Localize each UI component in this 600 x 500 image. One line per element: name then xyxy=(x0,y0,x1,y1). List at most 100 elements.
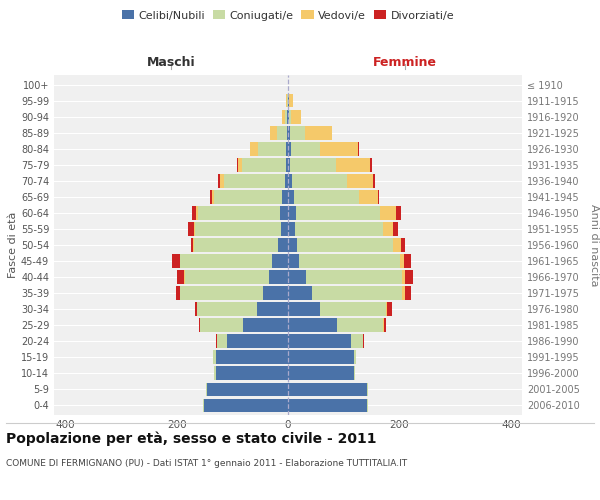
Bar xyxy=(289,94,293,108)
Bar xyxy=(281,222,288,236)
Bar xyxy=(405,270,413,284)
Bar xyxy=(288,350,354,364)
Bar xyxy=(196,206,198,220)
Bar xyxy=(288,318,337,332)
Bar xyxy=(217,334,227,348)
Bar xyxy=(195,222,281,236)
Bar xyxy=(206,382,207,396)
Bar xyxy=(396,206,401,220)
Bar xyxy=(288,270,307,284)
Bar xyxy=(380,206,396,220)
Bar xyxy=(288,222,295,236)
Bar xyxy=(296,206,380,220)
Bar xyxy=(284,174,288,188)
Bar xyxy=(270,126,277,140)
Bar xyxy=(286,142,288,156)
Bar xyxy=(354,366,355,380)
Bar xyxy=(351,334,363,348)
Bar xyxy=(215,366,288,380)
Bar xyxy=(358,142,359,156)
Bar xyxy=(272,254,288,268)
Y-axis label: Fasce di età: Fasce di età xyxy=(8,212,18,278)
Bar xyxy=(295,222,383,236)
Bar xyxy=(401,238,405,252)
Bar xyxy=(288,254,299,268)
Bar xyxy=(288,238,298,252)
Bar xyxy=(293,190,359,203)
Bar xyxy=(259,142,286,156)
Bar xyxy=(250,142,259,156)
Bar xyxy=(387,302,392,316)
Bar xyxy=(320,142,358,156)
Bar xyxy=(227,334,288,348)
Bar xyxy=(194,222,195,236)
Bar xyxy=(215,350,288,364)
Bar xyxy=(205,398,288,412)
Bar xyxy=(386,302,387,316)
Bar xyxy=(359,190,378,203)
Bar xyxy=(404,254,410,268)
Bar xyxy=(199,318,200,332)
Bar xyxy=(289,110,292,124)
Bar xyxy=(197,302,257,316)
Bar xyxy=(320,302,386,316)
Bar xyxy=(269,270,288,284)
Bar xyxy=(218,174,220,188)
Y-axis label: Anni di nascita: Anni di nascita xyxy=(589,204,599,286)
Bar xyxy=(288,126,290,140)
Bar xyxy=(305,126,332,140)
Text: Maschi: Maschi xyxy=(146,56,196,70)
Bar xyxy=(181,286,263,300)
Bar xyxy=(191,238,193,252)
Bar xyxy=(400,254,404,268)
Bar xyxy=(394,238,401,252)
Bar xyxy=(207,382,288,396)
Bar xyxy=(288,110,289,124)
Bar xyxy=(291,142,320,156)
Bar xyxy=(288,286,312,300)
Bar xyxy=(277,126,287,140)
Bar xyxy=(373,174,375,188)
Bar xyxy=(288,190,293,203)
Bar xyxy=(200,318,244,332)
Bar xyxy=(378,190,379,203)
Bar xyxy=(280,206,288,220)
Bar xyxy=(288,158,290,172)
Bar xyxy=(278,238,288,252)
Bar xyxy=(393,222,398,236)
Bar xyxy=(383,318,384,332)
Bar xyxy=(288,142,291,156)
Bar xyxy=(181,254,272,268)
Bar xyxy=(354,350,356,364)
Bar xyxy=(210,190,212,203)
Text: COMUNE DI FERMIGNANO (PU) - Dati ISTAT 1° gennaio 2011 - Elaborazione TUTTITALIA: COMUNE DI FERMIGNANO (PU) - Dati ISTAT 1… xyxy=(6,459,407,468)
Bar xyxy=(214,366,215,380)
Bar xyxy=(347,174,373,188)
Bar xyxy=(203,398,205,412)
Bar xyxy=(172,254,180,268)
Bar xyxy=(384,318,386,332)
Bar xyxy=(337,318,383,332)
Bar xyxy=(224,174,284,188)
Bar xyxy=(288,174,292,188)
Bar xyxy=(290,158,336,172)
Bar xyxy=(283,190,288,203)
Bar xyxy=(284,110,287,124)
Bar xyxy=(298,238,394,252)
Bar xyxy=(288,382,367,396)
Bar xyxy=(286,158,288,172)
Bar xyxy=(290,126,305,140)
Bar xyxy=(402,270,405,284)
Bar xyxy=(263,286,288,300)
Bar xyxy=(287,126,288,140)
Bar xyxy=(292,110,301,124)
Bar xyxy=(292,174,347,188)
Bar xyxy=(191,206,196,220)
Bar xyxy=(299,254,400,268)
Bar xyxy=(195,302,197,316)
Text: Popolazione per età, sesso e stato civile - 2011: Popolazione per età, sesso e stato civil… xyxy=(6,431,377,446)
Bar xyxy=(214,190,283,203)
Legend: Celibi/Nubili, Coniugati/e, Vedovi/e, Divorziati/e: Celibi/Nubili, Coniugati/e, Vedovi/e, Di… xyxy=(118,6,458,25)
Bar xyxy=(312,286,402,300)
Bar xyxy=(402,286,405,300)
